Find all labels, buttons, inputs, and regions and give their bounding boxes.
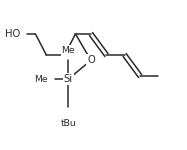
Text: Si: Si (64, 74, 73, 84)
Text: tBu: tBu (60, 119, 76, 128)
Text: O: O (87, 55, 95, 65)
Text: Me: Me (61, 46, 75, 55)
Text: Me: Me (34, 75, 47, 84)
Text: HO: HO (5, 29, 20, 39)
